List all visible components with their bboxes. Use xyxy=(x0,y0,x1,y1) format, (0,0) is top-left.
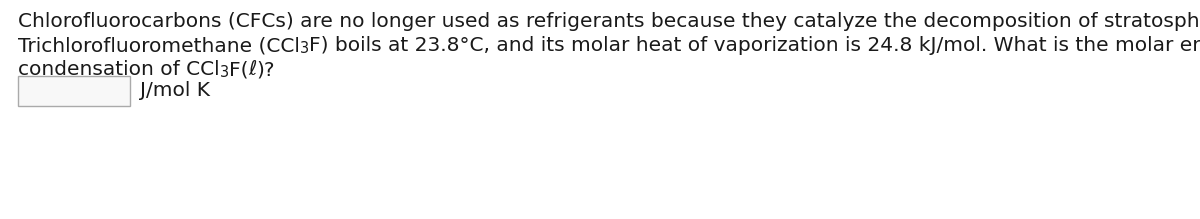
Text: ℓ: ℓ xyxy=(248,60,257,79)
Text: )?: )? xyxy=(257,60,275,79)
Text: Trichlorofluoromethane (CCl: Trichlorofluoromethane (CCl xyxy=(18,36,300,55)
Text: Chlorofluorocarbons (CFCs) are no longer used as refrigerants because they catal: Chlorofluorocarbons (CFCs) are no longer… xyxy=(18,12,1200,31)
Text: J/mol K: J/mol K xyxy=(140,81,210,101)
Text: condensation of CCl: condensation of CCl xyxy=(18,60,220,79)
Text: F(: F( xyxy=(229,60,248,79)
Bar xyxy=(18,76,130,106)
Text: 3: 3 xyxy=(220,65,229,80)
Text: 3: 3 xyxy=(300,41,310,56)
Text: F) boils at 23.8°C, and its molar heat of vaporization is 24.8 kJ/mol. What is t: F) boils at 23.8°C, and its molar heat o… xyxy=(310,36,1200,55)
